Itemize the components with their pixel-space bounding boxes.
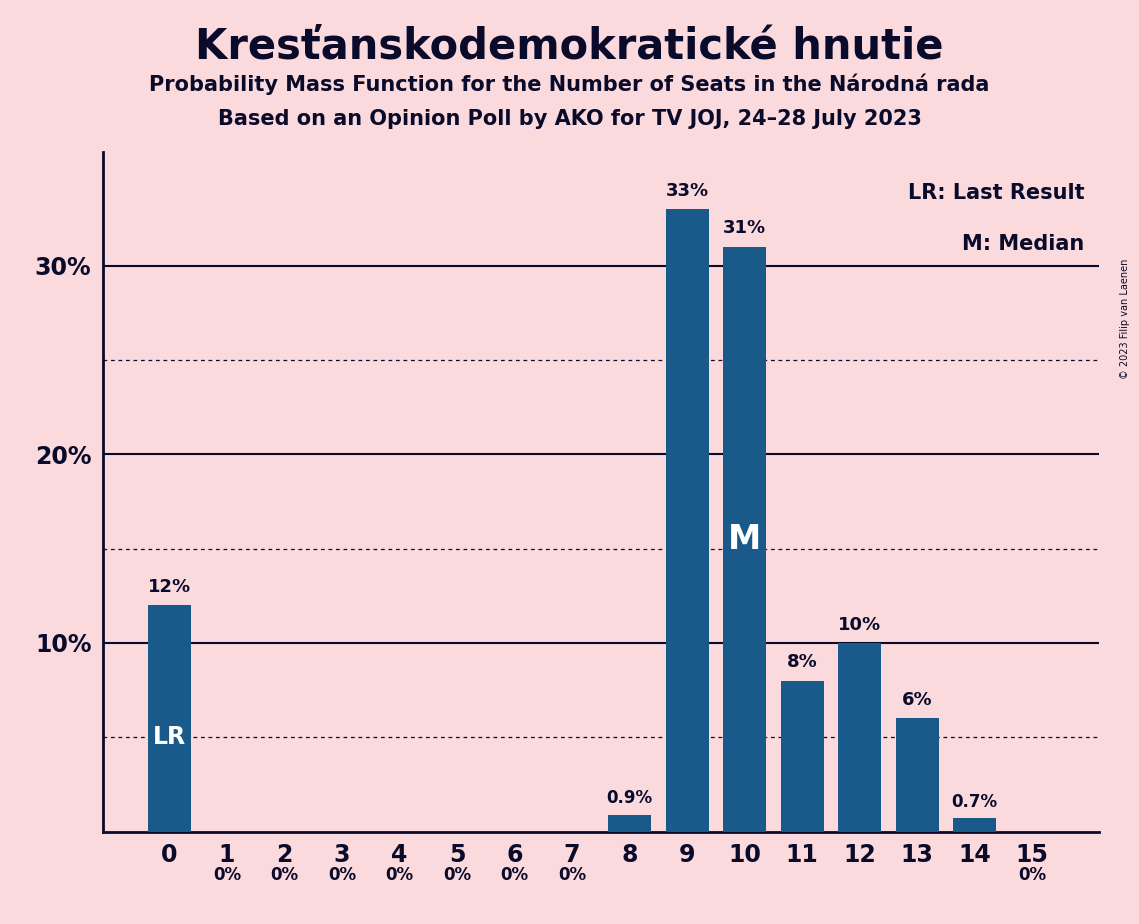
Text: 8%: 8%	[787, 653, 818, 671]
Bar	[838, 643, 882, 832]
Text: 12%: 12%	[148, 578, 191, 596]
Text: 0%: 0%	[1018, 866, 1047, 883]
Bar	[895, 719, 939, 832]
Text: 0%: 0%	[443, 866, 472, 883]
Text: 0%: 0%	[385, 866, 413, 883]
Text: Kresťanskodemokratické hnutie: Kresťanskodemokratické hnutie	[195, 26, 944, 67]
Text: 10%: 10%	[838, 615, 882, 634]
Bar	[953, 819, 997, 832]
Text: 0%: 0%	[328, 866, 357, 883]
Text: 31%: 31%	[723, 219, 767, 237]
Text: 0%: 0%	[500, 866, 528, 883]
Bar	[148, 605, 191, 832]
Text: 0.9%: 0.9%	[607, 789, 653, 807]
Text: 0%: 0%	[558, 866, 587, 883]
Text: 0%: 0%	[270, 866, 298, 883]
Text: Probability Mass Function for the Number of Seats in the Národná rada: Probability Mass Function for the Number…	[149, 74, 990, 95]
Text: LR: Last Result: LR: Last Result	[908, 183, 1084, 203]
Text: 0%: 0%	[213, 866, 241, 883]
Text: M: Median: M: Median	[962, 234, 1084, 254]
Text: 6%: 6%	[902, 691, 933, 709]
Text: © 2023 Filip van Laenen: © 2023 Filip van Laenen	[1120, 259, 1130, 379]
Text: M: M	[728, 523, 761, 555]
Bar	[780, 681, 823, 832]
Bar	[665, 209, 708, 832]
Bar	[608, 815, 652, 832]
Text: 0.7%: 0.7%	[952, 793, 998, 811]
Text: 33%: 33%	[665, 182, 708, 200]
Bar	[723, 247, 767, 832]
Text: Based on an Opinion Poll by AKO for TV JOJ, 24–28 July 2023: Based on an Opinion Poll by AKO for TV J…	[218, 109, 921, 129]
Text: LR: LR	[153, 725, 186, 749]
